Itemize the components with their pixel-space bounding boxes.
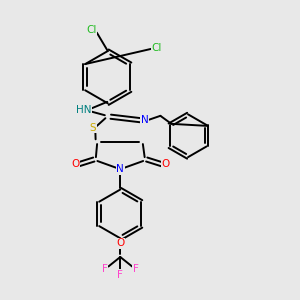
- Text: F: F: [117, 270, 123, 280]
- Text: O: O: [71, 159, 79, 169]
- Text: HN: HN: [76, 105, 92, 115]
- Text: Cl: Cl: [86, 25, 97, 35]
- Text: F: F: [133, 265, 139, 275]
- Text: O: O: [161, 159, 169, 169]
- Text: N: N: [141, 115, 148, 125]
- Text: N: N: [116, 164, 124, 174]
- Text: Cl: Cl: [152, 43, 162, 53]
- Text: S: S: [90, 123, 96, 133]
- Text: F: F: [102, 265, 108, 275]
- Text: O: O: [116, 238, 124, 248]
